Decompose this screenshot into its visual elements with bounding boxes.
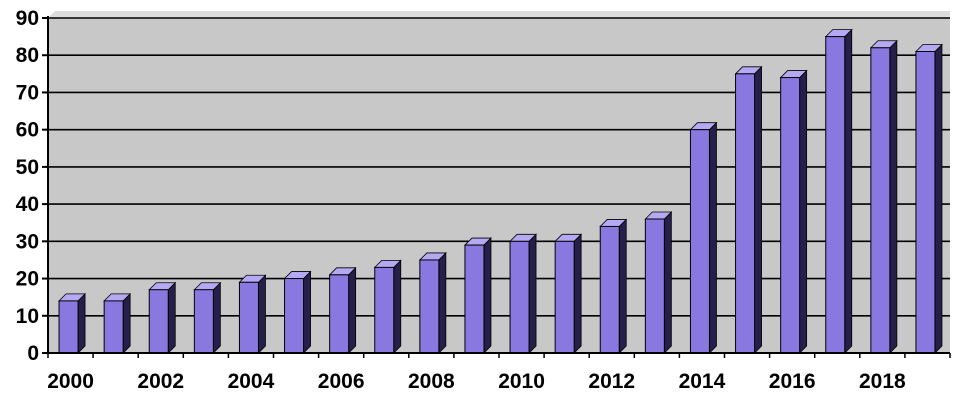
x-tick-label: 2004 bbox=[228, 370, 275, 390]
y-tick-label: 80 bbox=[16, 44, 39, 67]
y-tick-label: 60 bbox=[16, 119, 39, 142]
gridlines bbox=[48, 17, 950, 317]
bar-2018 bbox=[869, 39, 898, 354]
y-tick-label: 50 bbox=[16, 156, 39, 179]
bar-2005 bbox=[283, 270, 312, 354]
bar-2015 bbox=[734, 65, 763, 354]
bar-side bbox=[212, 281, 221, 354]
y-tick-label: 10 bbox=[16, 305, 39, 328]
bar-front bbox=[374, 266, 395, 354]
bar-front bbox=[284, 278, 305, 354]
x-tick-label: 2018 bbox=[859, 370, 906, 390]
bar-2008 bbox=[418, 251, 447, 354]
bar-front bbox=[58, 300, 79, 354]
bar-2012 bbox=[599, 218, 628, 354]
x-tick-label: 2014 bbox=[679, 370, 726, 390]
bar-side bbox=[438, 251, 447, 354]
bar-front bbox=[825, 36, 846, 354]
bar-2006 bbox=[328, 266, 357, 354]
x-tick-label: 2000 bbox=[47, 370, 94, 390]
bar-front bbox=[193, 289, 214, 354]
bar-front bbox=[689, 129, 710, 354]
bar-front bbox=[870, 47, 891, 354]
bar-2009 bbox=[463, 237, 492, 354]
bar-2004 bbox=[238, 274, 267, 354]
bar-2013 bbox=[644, 211, 673, 354]
bar-2014 bbox=[689, 121, 718, 354]
bar-front bbox=[419, 259, 440, 354]
y-axis-tick-labels: 0 10 20 30 40 50 60 70 80 90 bbox=[16, 7, 39, 365]
bar-front bbox=[148, 289, 169, 354]
bar-front bbox=[464, 244, 485, 354]
bar-side bbox=[889, 39, 898, 354]
bar-side bbox=[122, 292, 131, 354]
bar-side bbox=[348, 266, 357, 354]
bars-group bbox=[58, 28, 943, 354]
y-tick-label: 70 bbox=[16, 81, 39, 104]
bar-side bbox=[483, 237, 492, 354]
bar-2019 bbox=[914, 43, 943, 354]
y-tick-label: 30 bbox=[16, 230, 39, 253]
bar-side bbox=[258, 274, 266, 354]
bar-2017 bbox=[824, 28, 853, 354]
x-axis-tick-labels: 2000 2002 2004 2006 2008 2010 2012 2014 2016 2018 bbox=[47, 370, 906, 393]
bar-front bbox=[509, 240, 530, 354]
bar-front bbox=[780, 77, 801, 354]
bar-side bbox=[663, 211, 672, 354]
bar-side bbox=[393, 259, 402, 354]
bar-side bbox=[167, 281, 176, 354]
x-tick-label: 2002 bbox=[137, 370, 184, 390]
y-tick-label: 40 bbox=[16, 193, 39, 216]
x-tick-label: 2010 bbox=[498, 370, 545, 390]
bar-front bbox=[644, 218, 665, 354]
x-tick-label: 2012 bbox=[588, 370, 635, 390]
x-tick-label: 2006 bbox=[318, 370, 365, 390]
bar-side bbox=[754, 65, 762, 354]
bar-2003 bbox=[193, 281, 222, 354]
bar-front bbox=[554, 240, 575, 354]
bar-side bbox=[799, 69, 808, 354]
bar-front bbox=[238, 281, 259, 354]
bar-front bbox=[599, 225, 620, 354]
bar-2002 bbox=[148, 281, 177, 354]
bar-front bbox=[735, 73, 756, 354]
y-tick-label: 0 bbox=[27, 342, 39, 365]
bar-2001 bbox=[103, 292, 132, 354]
bar-side bbox=[844, 28, 853, 354]
plot-area bbox=[48, 18, 950, 353]
bar-front bbox=[103, 300, 124, 354]
bar-2000 bbox=[58, 292, 87, 354]
plot-background bbox=[48, 11, 950, 353]
bar-2007 bbox=[373, 259, 402, 354]
bar-side bbox=[934, 43, 943, 354]
bar-side bbox=[709, 121, 717, 354]
plot-top-wall bbox=[48, 11, 950, 18]
bar-2016 bbox=[779, 69, 808, 354]
axes bbox=[42, 16, 951, 358]
bar-front bbox=[915, 51, 936, 354]
x-tick-label: 2016 bbox=[769, 370, 816, 390]
bar-2010 bbox=[509, 233, 538, 354]
y-tick-label: 20 bbox=[16, 268, 39, 291]
x-tick-label: 2008 bbox=[408, 370, 455, 390]
bar-2011 bbox=[554, 233, 583, 354]
bar-side bbox=[528, 233, 537, 354]
bar-side bbox=[303, 270, 311, 354]
bar-front bbox=[329, 274, 350, 354]
bar-side bbox=[573, 233, 582, 354]
y-tick-label: 90 bbox=[16, 7, 39, 30]
bar-side bbox=[618, 218, 627, 354]
bar-side bbox=[77, 292, 86, 354]
